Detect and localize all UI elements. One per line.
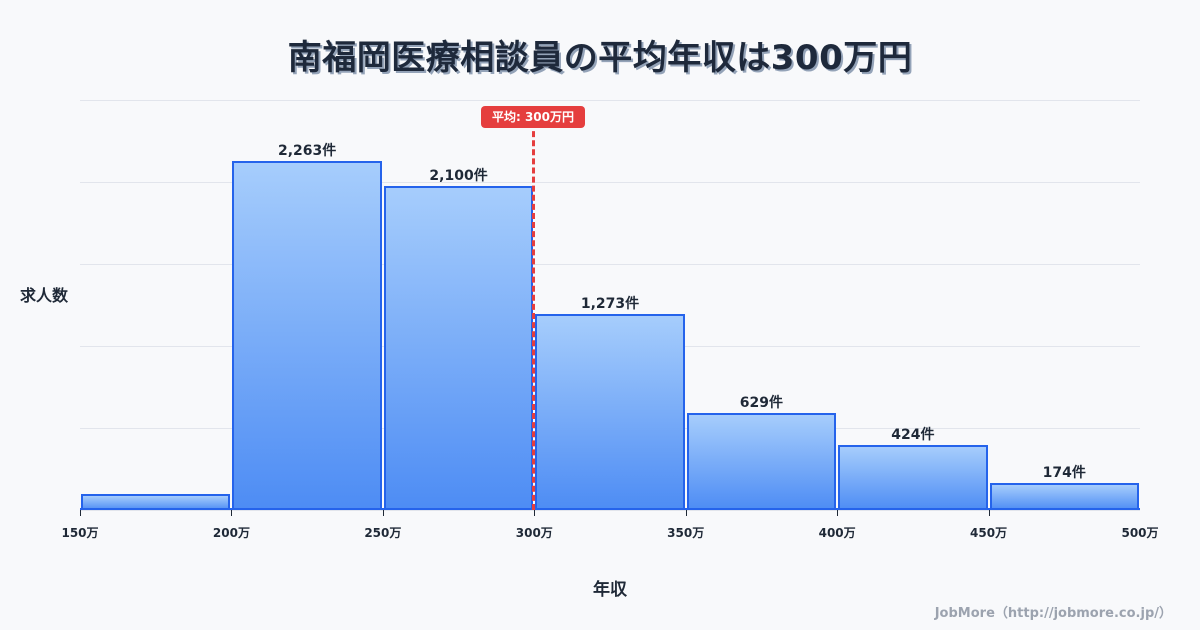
x-axis-label: 年収 <box>593 580 627 600</box>
histogram-bar <box>232 161 382 510</box>
histogram-bar <box>838 444 988 510</box>
mean-line <box>532 122 535 510</box>
bar-value-label: 424件 <box>891 426 935 443</box>
mean-badge: 平均: 300万円 <box>481 106 585 128</box>
gridline <box>80 182 1140 183</box>
bar-value-label: 174件 <box>1042 465 1086 482</box>
x-tick-label: 250万 <box>364 526 402 540</box>
x-tick-label: 400万 <box>818 526 856 540</box>
gridline <box>80 100 1140 101</box>
source-credit: JobMore（http://jobmore.co.jp/） <box>934 606 1172 621</box>
x-tick <box>80 510 81 516</box>
bar-value-label: 629件 <box>739 395 784 412</box>
x-tick-label: 300万 <box>515 526 553 540</box>
bar-value-label: 2,263件 <box>277 143 337 160</box>
histogram-bar <box>383 186 534 510</box>
plot-area: 2,263件 2,100件 1,273件 629件 424件 174件 <box>80 100 1140 511</box>
bar-value-label: 2,100件 <box>429 168 488 185</box>
chart-title: 南福岡医療相談員の平均年収は300万円 <box>287 38 913 78</box>
x-tick <box>382 510 384 516</box>
x-tick-label: 450万 <box>970 526 1008 540</box>
histogram-bar <box>989 483 1139 510</box>
histogram-bar <box>535 313 685 510</box>
x-tick-label: 200万 <box>212 526 250 540</box>
x-tick <box>534 510 536 516</box>
x-tick <box>988 510 990 516</box>
x-tick-label: 350万 <box>667 526 705 540</box>
histogram-bar <box>686 413 837 510</box>
x-tick <box>231 510 233 516</box>
x-tick <box>685 510 687 516</box>
bar-value-label: 1,273件 <box>580 295 640 312</box>
y-axis-label: 求人数 <box>20 286 69 305</box>
x-axis-line <box>80 508 1140 510</box>
x-tick <box>837 510 839 516</box>
gridline <box>80 510 1140 511</box>
x-tick-label: 150万 <box>61 526 99 540</box>
gridline <box>80 264 1140 265</box>
histogram-bar <box>81 493 231 510</box>
x-tick-label: 500万 <box>1121 526 1159 540</box>
